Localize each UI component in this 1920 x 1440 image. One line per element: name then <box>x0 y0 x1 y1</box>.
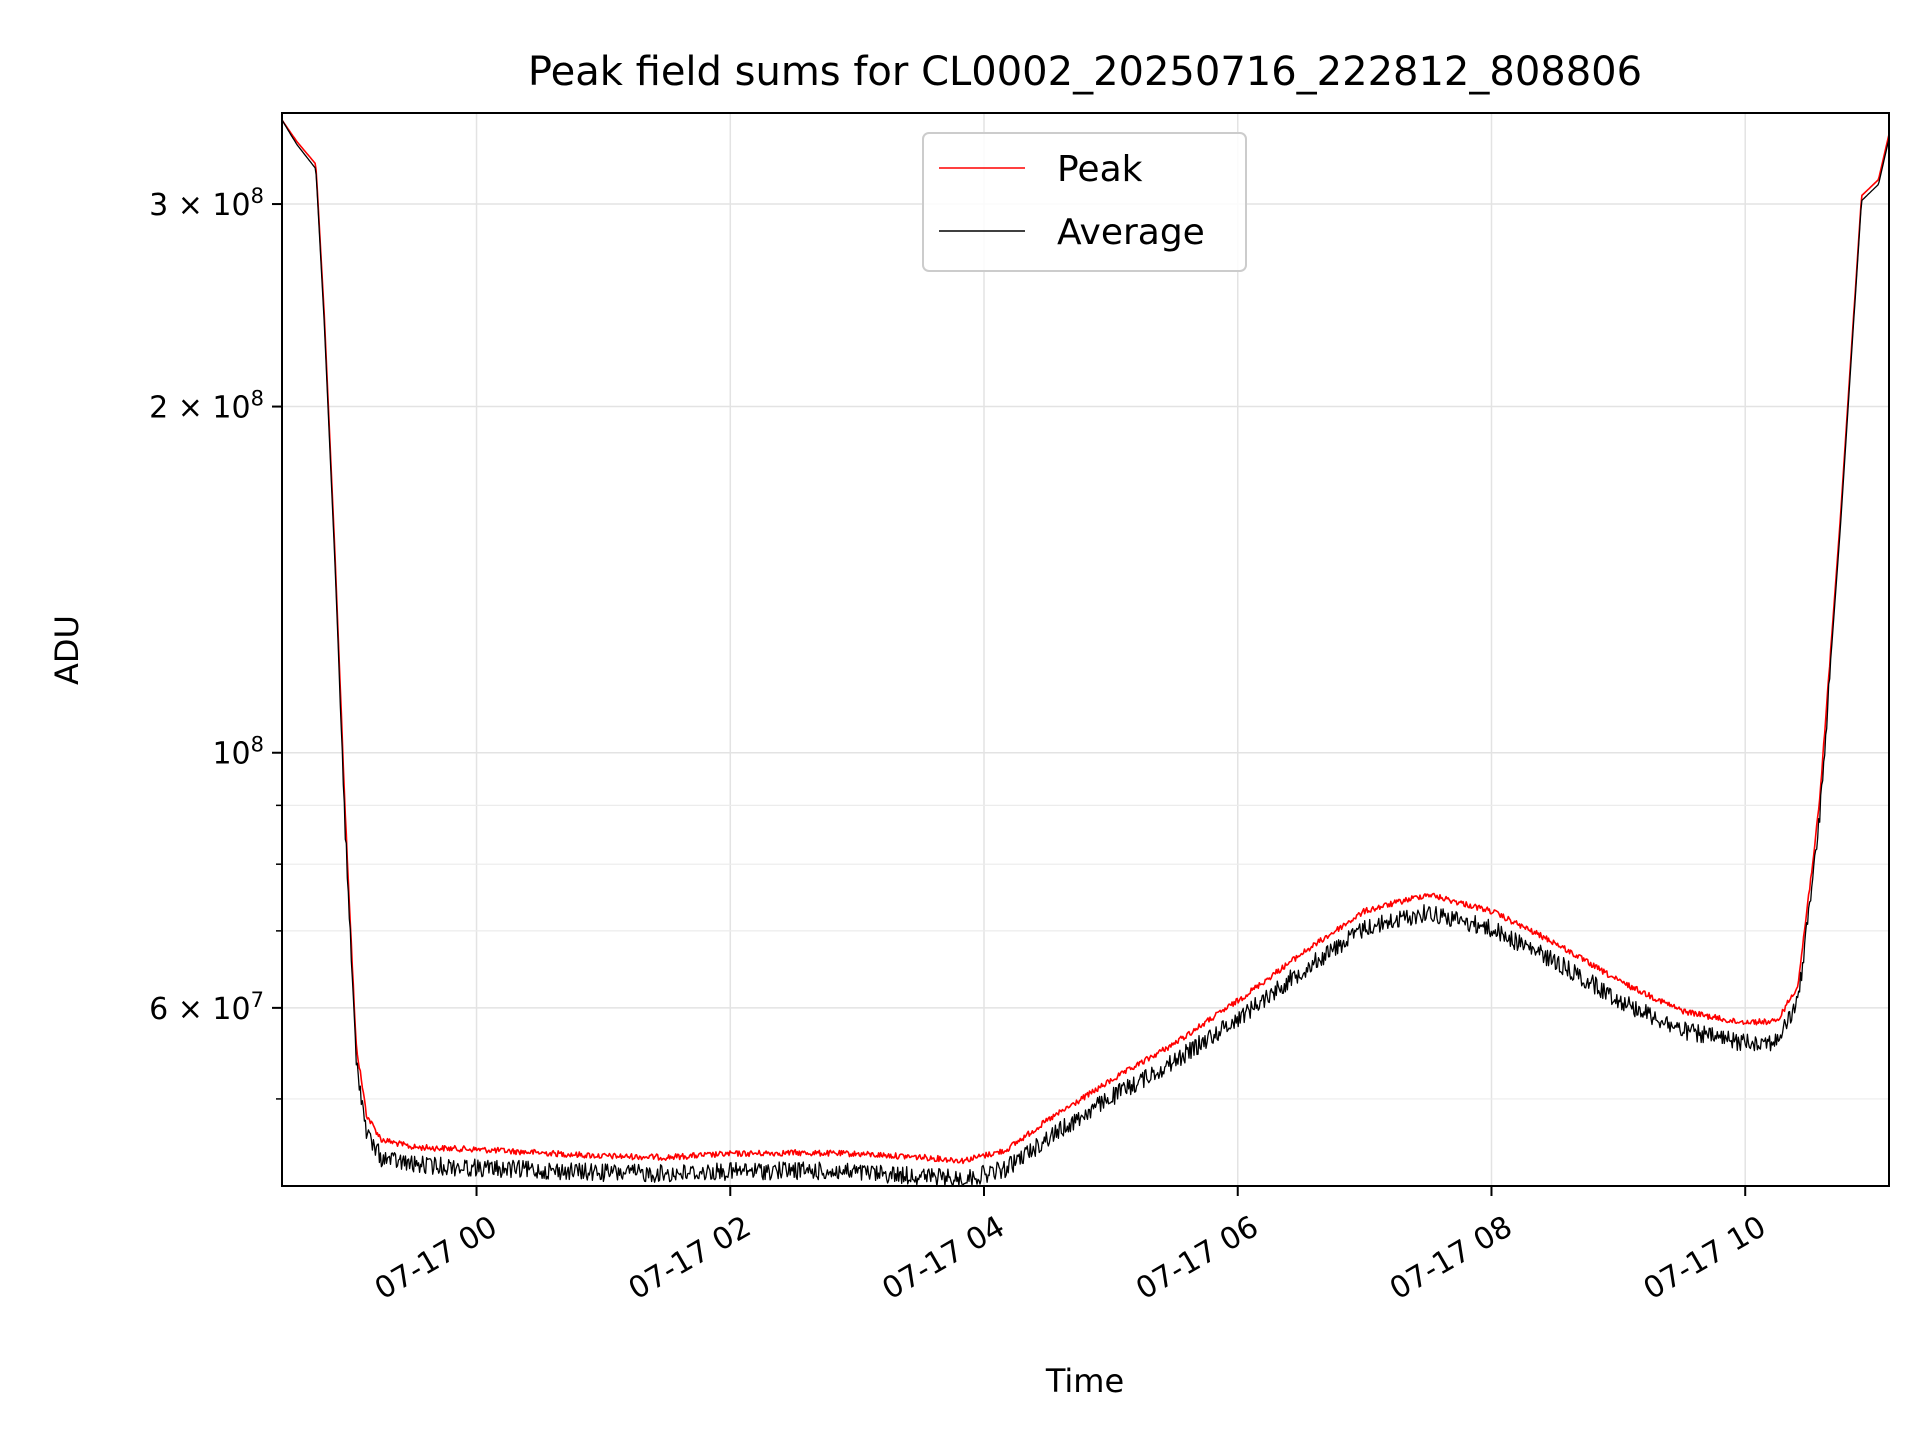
y-tick-label: 6 × 107 <box>149 988 264 1027</box>
y-tick-label: 2 × 108 <box>149 387 264 426</box>
plot-frame <box>281 112 1890 1187</box>
series-line-peak <box>281 119 1890 1165</box>
x-axis-label: Time <box>1045 1362 1124 1400</box>
legend: Peak Average <box>922 132 1247 272</box>
series-layer <box>281 119 1890 1187</box>
series-line-average <box>281 119 1890 1187</box>
legend-label-peak: Peak <box>1057 149 1143 190</box>
y-tick-label: 3 × 108 <box>149 184 264 223</box>
y-axis-label: ADU <box>48 615 86 685</box>
chart-title: Peak field sums for CL0002_20250716_2228… <box>528 49 1642 95</box>
legend-label-average: Average <box>1057 212 1205 253</box>
